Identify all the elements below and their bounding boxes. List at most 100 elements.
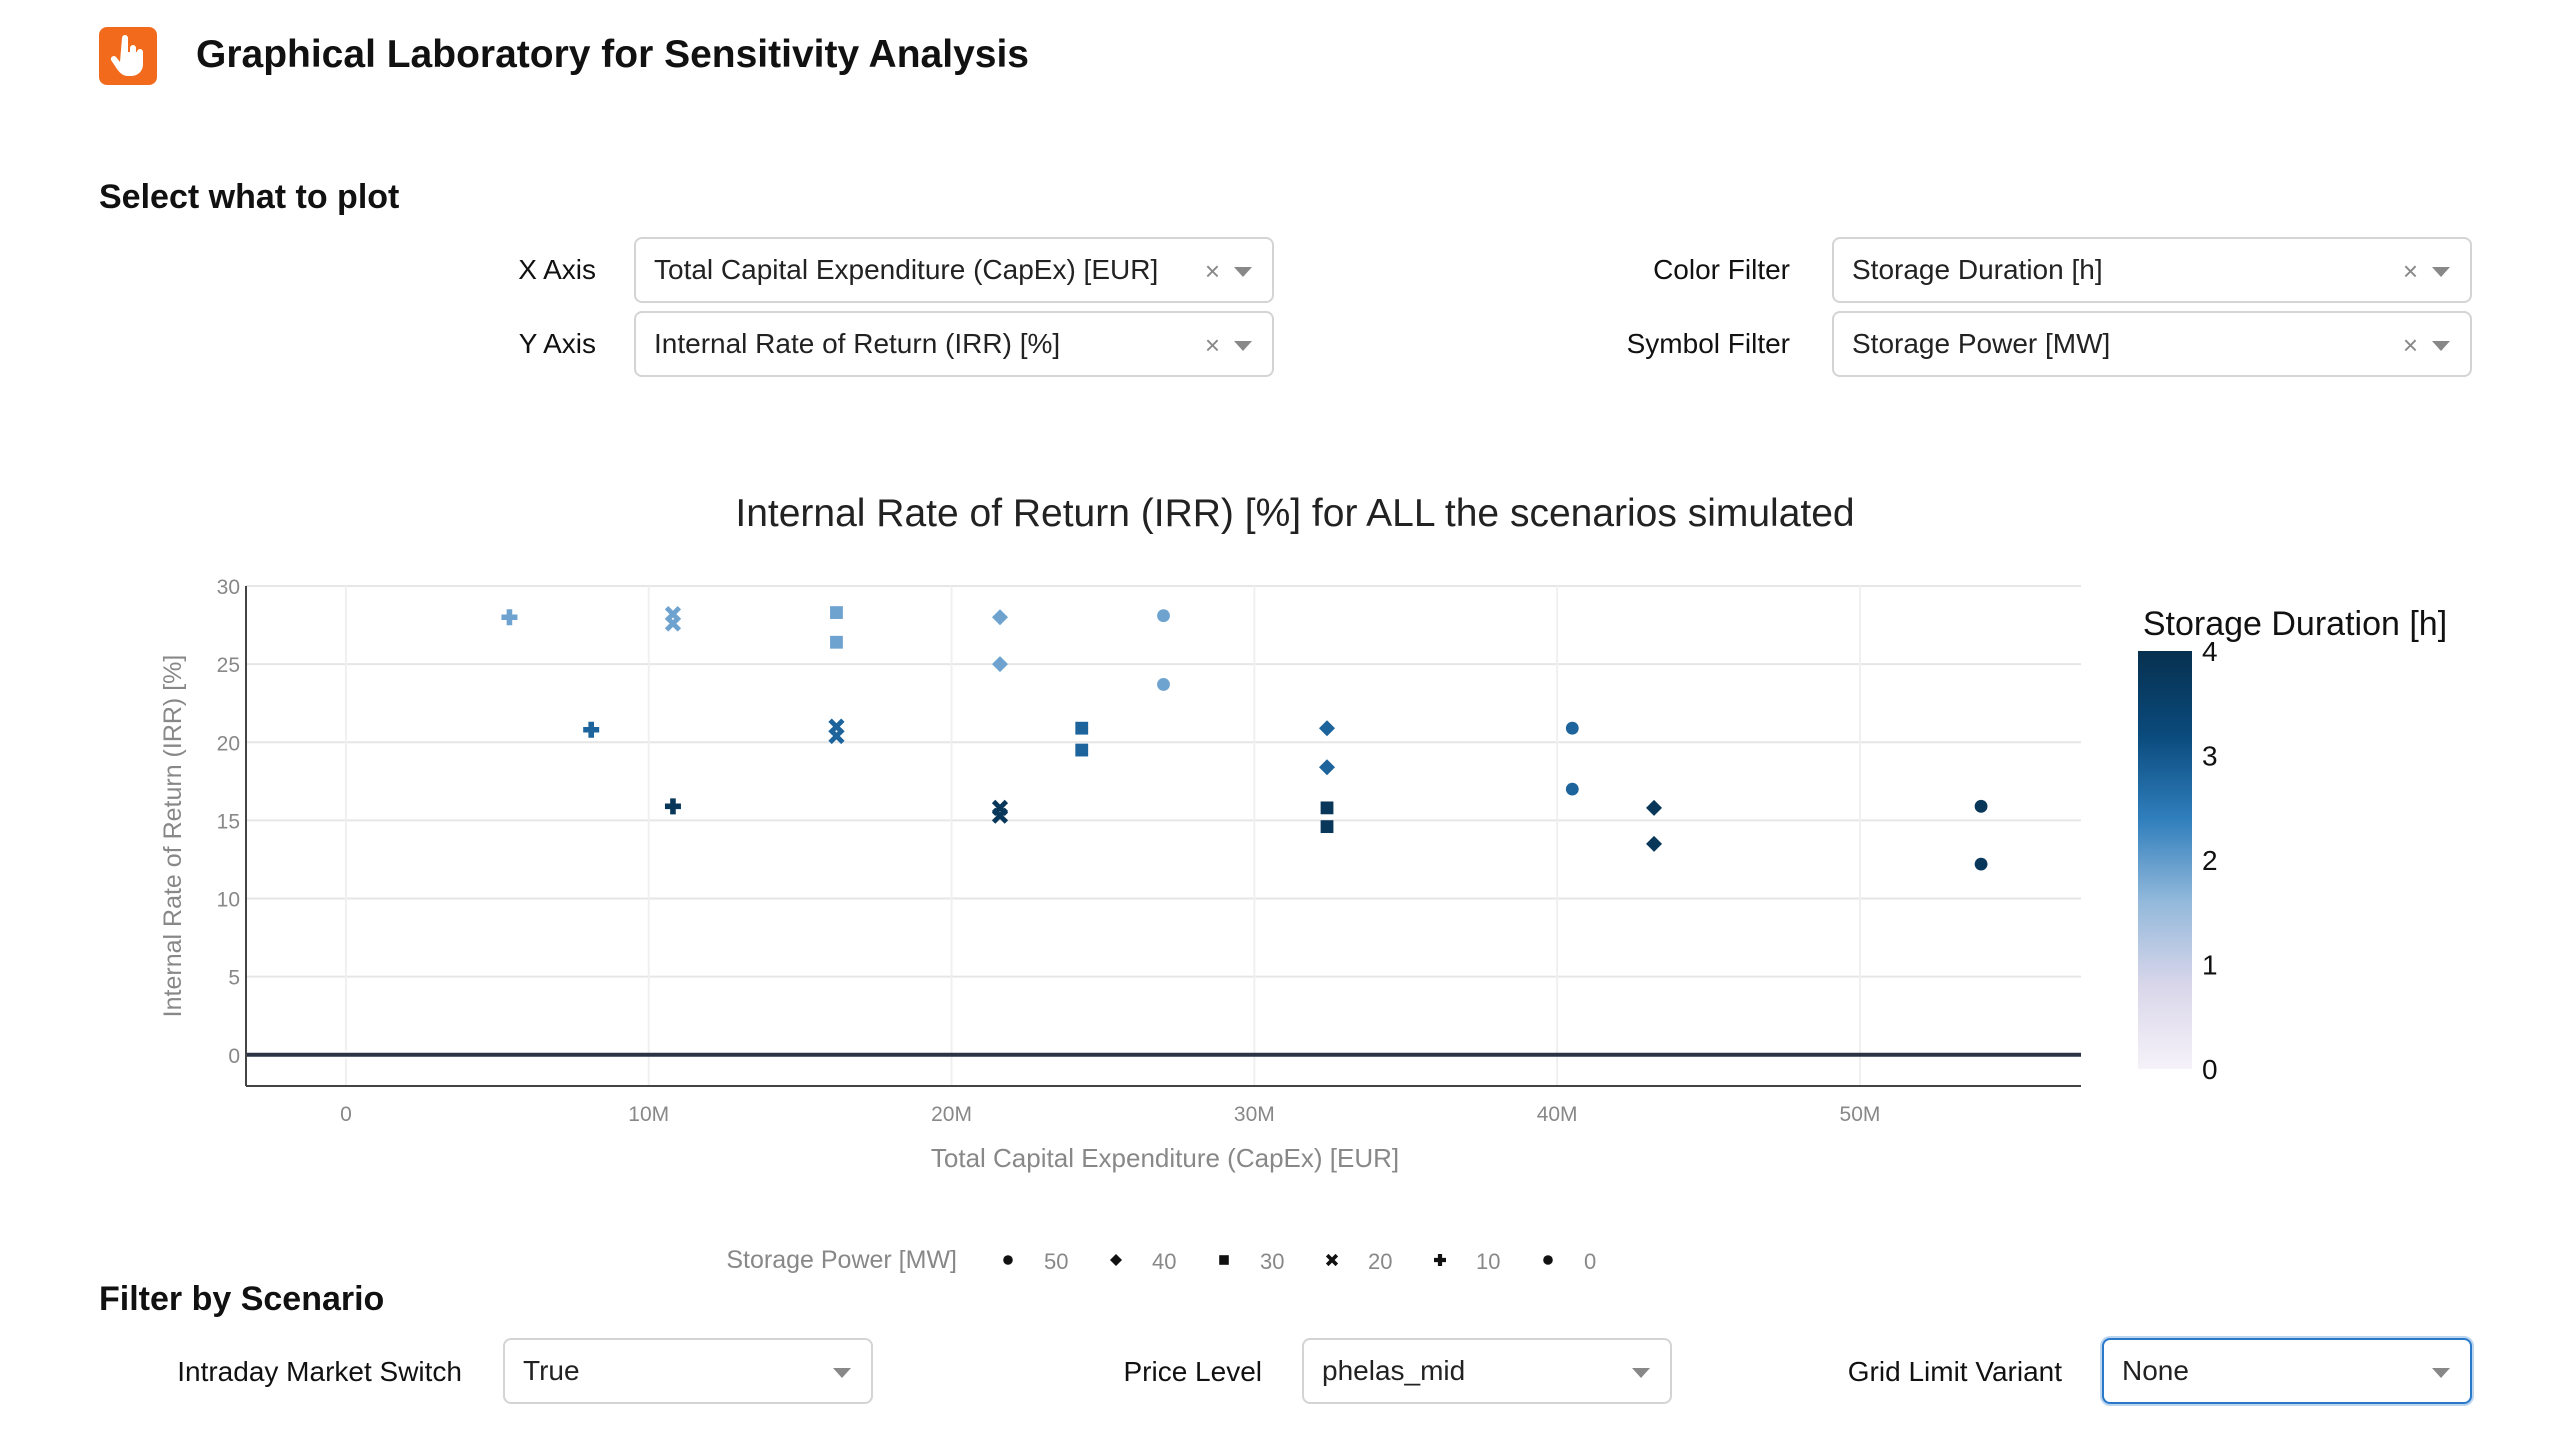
colorbar-tick-label: 3 [2202, 741, 2218, 772]
data-point-diamond [991, 609, 1008, 626]
colorbar-tick-label: 4 [2202, 636, 2218, 667]
clear-icon[interactable]: × [2402, 256, 2418, 286]
scenario-filters-title: Filter by Scenario [99, 1280, 385, 1318]
legend-symbol-square [1219, 1255, 1229, 1265]
data-point-diamond [1646, 799, 1663, 816]
y-tick-label: 10 [217, 889, 240, 912]
grid-limit-value: None [2122, 1355, 2189, 1386]
x-tick-label: 20M [931, 1103, 972, 1126]
colorbar-ticks: 0 1 2 3 4 [2202, 636, 2218, 1085]
legend-symbol-diamond [1110, 1254, 1122, 1266]
clear-icon[interactable]: × [1204, 256, 1220, 286]
data-point-cross [664, 798, 681, 815]
hand-pointer-icon [110, 35, 143, 76]
color-filter-select[interactable]: Storage Duration [h] × [1832, 237, 2472, 303]
data-point-square [830, 606, 843, 619]
intraday-select[interactable]: True [503, 1338, 873, 1404]
chevron-down-icon[interactable] [2432, 1368, 2450, 1378]
legend-label: 30 [1260, 1249, 1284, 1274]
price-level-value: phelas_mid [1322, 1355, 1466, 1386]
data-point-diamond [1319, 759, 1336, 776]
clear-icon[interactable]: × [2402, 330, 2418, 360]
intraday-value: True [523, 1355, 580, 1386]
legend-label: 50 [1044, 1249, 1068, 1274]
clear-icon[interactable]: × [1204, 330, 1220, 360]
intraday-label: Intraday Market Switch [177, 1356, 462, 1387]
y-axis-value: Internal Rate of Return (IRR) [%] [654, 328, 1061, 359]
x-axis-label: X Axis [518, 254, 596, 285]
y-axis-select[interactable]: Internal Rate of Return (IRR) [%] × [634, 311, 1274, 377]
data-point-circle [1157, 609, 1170, 623]
data-point-square [1320, 820, 1334, 834]
y-axis-label: Y Axis [518, 328, 596, 359]
app-title: Graphical Laboratory for Sensitivity Ana… [196, 33, 1029, 76]
grid-limit-label: Grid Limit Variant [1847, 1356, 2062, 1387]
data-point-x [664, 615, 682, 632]
y-tick-label: 0 [228, 1045, 240, 1068]
x-tick-label: 30M [1234, 1103, 1275, 1126]
x-axis-select[interactable]: Total Capital Expenditure (CapEx) [EUR] … [634, 237, 1274, 303]
x-tick-label: 50M [1840, 1103, 1881, 1126]
y-tick-label: 5 [228, 967, 240, 990]
x-axis-title: Total Capital Expenditure (CapEx) [EUR] [931, 1143, 1399, 1173]
x-tick-label: 10M [628, 1103, 669, 1126]
color-filter-label: Color Filter [1653, 254, 1790, 285]
data-points [501, 606, 1988, 871]
y-tick-label: 30 [217, 576, 240, 599]
plot-controls-title: Select what to plot [99, 178, 400, 216]
chart-title: Internal Rate of Return (IRR) [%] for AL… [735, 492, 1854, 535]
chevron-down-icon[interactable] [2432, 267, 2450, 277]
data-point-diamond [1319, 720, 1336, 737]
y-axis-ticks: 0 5 10 15 20 25 30 [217, 576, 240, 1068]
legend-symbol-cross [1434, 1254, 1446, 1266]
chevron-down-icon[interactable] [833, 1368, 851, 1378]
gridlines [246, 585, 2081, 1086]
x-tick-label: 40M [1537, 1103, 1578, 1126]
data-point-diamond [1646, 835, 1663, 852]
legend-label: 0 [1584, 1249, 1596, 1274]
y-tick-label: 25 [217, 654, 240, 677]
x-axis-value: Total Capital Expenditure (CapEx) [EUR] [654, 254, 1159, 285]
colorbar-tick-label: 2 [2202, 845, 2218, 876]
data-point-square [830, 635, 843, 649]
legend-label: 10 [1476, 1249, 1500, 1274]
colorbar [2138, 651, 2192, 1069]
irr-scatter-chart: Internal Rate of Return (IRR) [%] for AL… [159, 492, 2447, 1274]
data-point-cross [501, 609, 518, 626]
x-tick-label: 0 [340, 1103, 352, 1126]
data-point-circle [1157, 678, 1170, 691]
data-point-circle [1974, 799, 1988, 813]
chevron-down-icon[interactable] [1234, 267, 1252, 277]
symbol-legend: 50 40 30 20 10 0 [1003, 1249, 1596, 1274]
price-level-label: Price Level [1123, 1356, 1262, 1387]
x-axis-ticks: 0 10M 20M 30M 40M 50M [340, 1103, 1880, 1126]
colorbar-tick-label: 1 [2202, 950, 2218, 981]
symbol-filter-value: Storage Power [MW] [1852, 328, 2111, 359]
y-tick-label: 20 [217, 732, 240, 755]
legend-label: 20 [1368, 1249, 1392, 1274]
chevron-down-icon[interactable] [1234, 341, 1252, 351]
data-point-square [1320, 801, 1334, 815]
legend-symbol-circle [1543, 1255, 1553, 1265]
price-level-select[interactable]: phelas_mid [1302, 1338, 1672, 1404]
data-point-square [1075, 743, 1089, 757]
grid-limit-select[interactable]: None [2102, 1338, 2472, 1404]
data-point-circle [1565, 782, 1579, 796]
color-filter-value: Storage Duration [h] [1852, 254, 2103, 285]
data-point-circle [1565, 721, 1579, 735]
y-axis-title: Internal Rate of Return (IRR) [%] [159, 655, 187, 1018]
legend-symbol-circle [1003, 1255, 1013, 1265]
chevron-down-icon[interactable] [1632, 1368, 1650, 1378]
data-point-diamond [991, 656, 1008, 673]
symbol-filter-select[interactable]: Storage Power [MW] × [1832, 311, 2472, 377]
symbol-filter-label: Symbol Filter [1626, 328, 1790, 359]
chevron-down-icon[interactable] [2432, 341, 2450, 351]
data-point-circle [1974, 857, 1988, 871]
data-point-square [1075, 721, 1089, 735]
legend-symbol-x [1325, 1253, 1339, 1267]
colorbar-title: Storage Duration [h] [2143, 605, 2447, 643]
app-logo [99, 27, 157, 85]
colorbar-tick-label: 0 [2202, 1054, 2218, 1085]
data-point-x [828, 727, 845, 745]
legend-label: 40 [1152, 1249, 1176, 1274]
